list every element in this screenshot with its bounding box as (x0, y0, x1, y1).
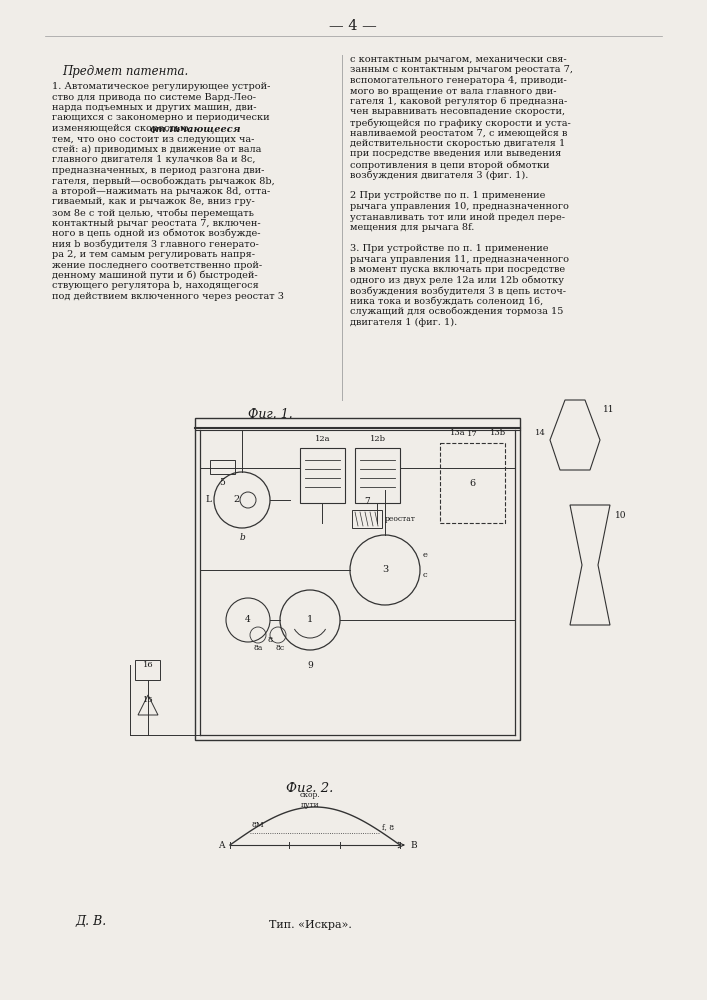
Text: предназначенных, в период разгона дви-: предназначенных, в период разгона дви- (52, 166, 264, 175)
Text: сопротивления в цепи второй обмотки: сопротивления в цепи второй обмотки (350, 160, 549, 169)
Text: 8c: 8c (276, 644, 284, 652)
Text: 7: 7 (364, 497, 370, 506)
Text: 2 При устройстве по п. 1 применение: 2 При устройстве по п. 1 применение (350, 192, 545, 200)
Text: реостат: реостат (385, 515, 416, 523)
Text: ство для привода по системе Вард-Лео-: ство для привода по системе Вард-Лео- (52, 93, 256, 102)
Text: занным с контактным рычагом реостата 7,: занным с контактным рычагом реостата 7, (350, 66, 573, 75)
Text: 14: 14 (535, 429, 546, 437)
Text: изменяющейся скоростью,: изменяющейся скоростью, (52, 124, 195, 133)
Text: мещения для рычага 8f.: мещения для рычага 8f. (350, 223, 474, 232)
Text: навливаемой реостатом 7, с имеющейся в: навливаемой реостатом 7, с имеющейся в (350, 128, 568, 137)
Text: 12а: 12а (315, 435, 330, 443)
Text: 1. Автоматическое регулирующее устрой-: 1. Автоматическое регулирующее устрой- (52, 82, 270, 91)
Text: тем, что оно состоит из следующих ча-: тем, что оно состоит из следующих ча- (52, 134, 255, 143)
Bar (355, 448, 400, 503)
Text: действительности скоростью двигателя 1: действительности скоростью двигателя 1 (350, 139, 566, 148)
Text: ра 2, и тем самым регулировать напря-: ра 2, и тем самым регулировать напря- (52, 250, 255, 259)
Text: стей: а) приводимых в движение от вала: стей: а) приводимых в движение от вала (52, 145, 262, 154)
Text: ного в цепь одной из обмоток возбужде-: ного в цепь одной из обмоток возбужде- (52, 229, 260, 238)
Text: контактный рычаг реостата 7, включен-: контактный рычаг реостата 7, включен- (52, 219, 261, 228)
Text: нарда подъемных и других машин, дви-: нарда подъемных и других машин, дви- (52, 103, 257, 112)
Text: 13а: 13а (450, 429, 466, 437)
Text: 8M: 8M (252, 821, 264, 829)
Text: с контактным рычагом, механически свя-: с контактным рычагом, механически свя- (350, 55, 566, 64)
Text: Д. В.: Д. В. (75, 915, 106, 928)
Text: скор.: скор. (300, 791, 320, 799)
Text: 1: 1 (307, 615, 313, 624)
Text: ния b возбудителя 3 главного генерато-: ния b возбудителя 3 главного генерато- (52, 239, 259, 249)
Text: гателя, первый—освобождать рычажок 8b,: гателя, первый—освобождать рычажок 8b, (52, 176, 275, 186)
Text: главного двигателя 1 кулачков 8а и 8с,: главного двигателя 1 кулачков 8а и 8с, (52, 155, 255, 164)
Text: 8: 8 (267, 636, 273, 644)
Text: A: A (218, 840, 225, 850)
Text: служащий для освобождения тормоза 15: служащий для освобождения тормоза 15 (350, 307, 563, 316)
Text: Предмет патента.: Предмет патента. (62, 65, 188, 78)
Text: 17: 17 (467, 430, 478, 438)
Text: Фиг. 1.: Фиг. 1. (247, 408, 293, 421)
Text: ствующего регулятора b, находящегося: ствующего регулятора b, находящегося (52, 282, 259, 290)
Bar (440, 443, 505, 523)
Text: денному машиной пути и б) быстродей-: денному машиной пути и б) быстродей- (52, 271, 257, 280)
Text: двигателя 1 (фиг. 1).: двигателя 1 (фиг. 1). (350, 318, 457, 327)
Text: гиваемый, как и рычажок 8е, вниз гру-: гиваемый, как и рычажок 8е, вниз гру- (52, 198, 255, 207)
Text: 3: 3 (382, 566, 388, 574)
Text: 11: 11 (603, 406, 614, 414)
Text: жение последнего соответственно прой-: жение последнего соответственно прой- (52, 260, 262, 269)
Text: гающихся с закономерно и периодически: гающихся с закономерно и периодически (52, 113, 269, 122)
Text: B: B (410, 840, 416, 850)
Text: b: b (239, 533, 245, 542)
Text: 13b: 13b (490, 429, 506, 437)
Bar (300, 448, 345, 503)
Bar (210, 460, 235, 474)
Text: отличающееся: отличающееся (149, 124, 240, 133)
Text: пути: пути (300, 801, 320, 809)
Text: 5: 5 (220, 478, 226, 487)
Text: гателя 1, каковой регулятор 6 предназна-: гателя 1, каковой регулятор 6 предназна- (350, 97, 567, 106)
Text: ника тока и возбуждать соленоид 16,: ника тока и возбуждать соленоид 16, (350, 296, 543, 306)
Text: зом 8е с той целью, чтобы перемещать: зом 8е с той целью, чтобы перемещать (52, 208, 254, 218)
Text: при посредстве введения или выведения: при посредстве введения или выведения (350, 149, 561, 158)
Text: 12b: 12b (370, 435, 385, 443)
Text: 16: 16 (143, 661, 153, 669)
Text: 4: 4 (245, 615, 251, 624)
Text: 6: 6 (469, 479, 476, 488)
Text: f, 8: f, 8 (382, 823, 394, 831)
Text: 10: 10 (615, 510, 626, 520)
Text: рычага управления 10, предназначенного: рычага управления 10, предназначенного (350, 202, 569, 211)
Text: мого во вращение от вала главного дви-: мого во вращение от вала главного дви- (350, 87, 556, 96)
Text: требующейся по графику скорости и уста-: требующейся по графику скорости и уста- (350, 118, 571, 127)
Text: возбуждения двигателя 3 (фиг. 1).: возбуждения двигателя 3 (фиг. 1). (350, 170, 528, 180)
Text: — 4 —: — 4 — (329, 19, 377, 33)
Text: а второй—нажимать на рычажок 8d, отта-: а второй—нажимать на рычажок 8d, отта- (52, 187, 270, 196)
Text: в момент пуска включать при посредстве: в момент пуска включать при посредстве (350, 265, 565, 274)
Bar (135, 660, 160, 680)
Bar (352, 510, 382, 528)
Text: L: L (205, 495, 211, 504)
Text: 8a: 8a (253, 644, 263, 652)
Text: чен выравнивать несовпадение скорости,: чен выравнивать несовпадение скорости, (350, 107, 565, 116)
Text: рычага управления 11, предназначенного: рычага управления 11, предназначенного (350, 254, 569, 263)
Text: под действием включенного через реостат 3: под действием включенного через реостат … (52, 292, 284, 301)
Text: c: c (423, 571, 428, 579)
Text: 3. При устройстве по п. 1 применение: 3. При устройстве по п. 1 применение (350, 244, 549, 253)
Text: Фиг. 2.: Фиг. 2. (286, 782, 334, 795)
Text: одного из двух реле 12а или 12b обмотку: одного из двух реле 12а или 12b обмотку (350, 275, 564, 285)
Text: возбуждения возбудителя 3 в цепь источ-: возбуждения возбудителя 3 в цепь источ- (350, 286, 566, 296)
Bar (195, 418, 520, 740)
Text: 9: 9 (307, 660, 313, 670)
Text: e: e (423, 551, 428, 559)
Text: устанавливать тот или иной предел пере-: устанавливать тот или иной предел пере- (350, 213, 565, 222)
Text: Тип. «Искра».: Тип. «Искра». (269, 920, 351, 930)
Text: 15: 15 (143, 696, 153, 704)
Text: вспомогательного генератора 4, приводи-: вспомогательного генератора 4, приводи- (350, 76, 567, 85)
Text: 2: 2 (234, 495, 240, 504)
